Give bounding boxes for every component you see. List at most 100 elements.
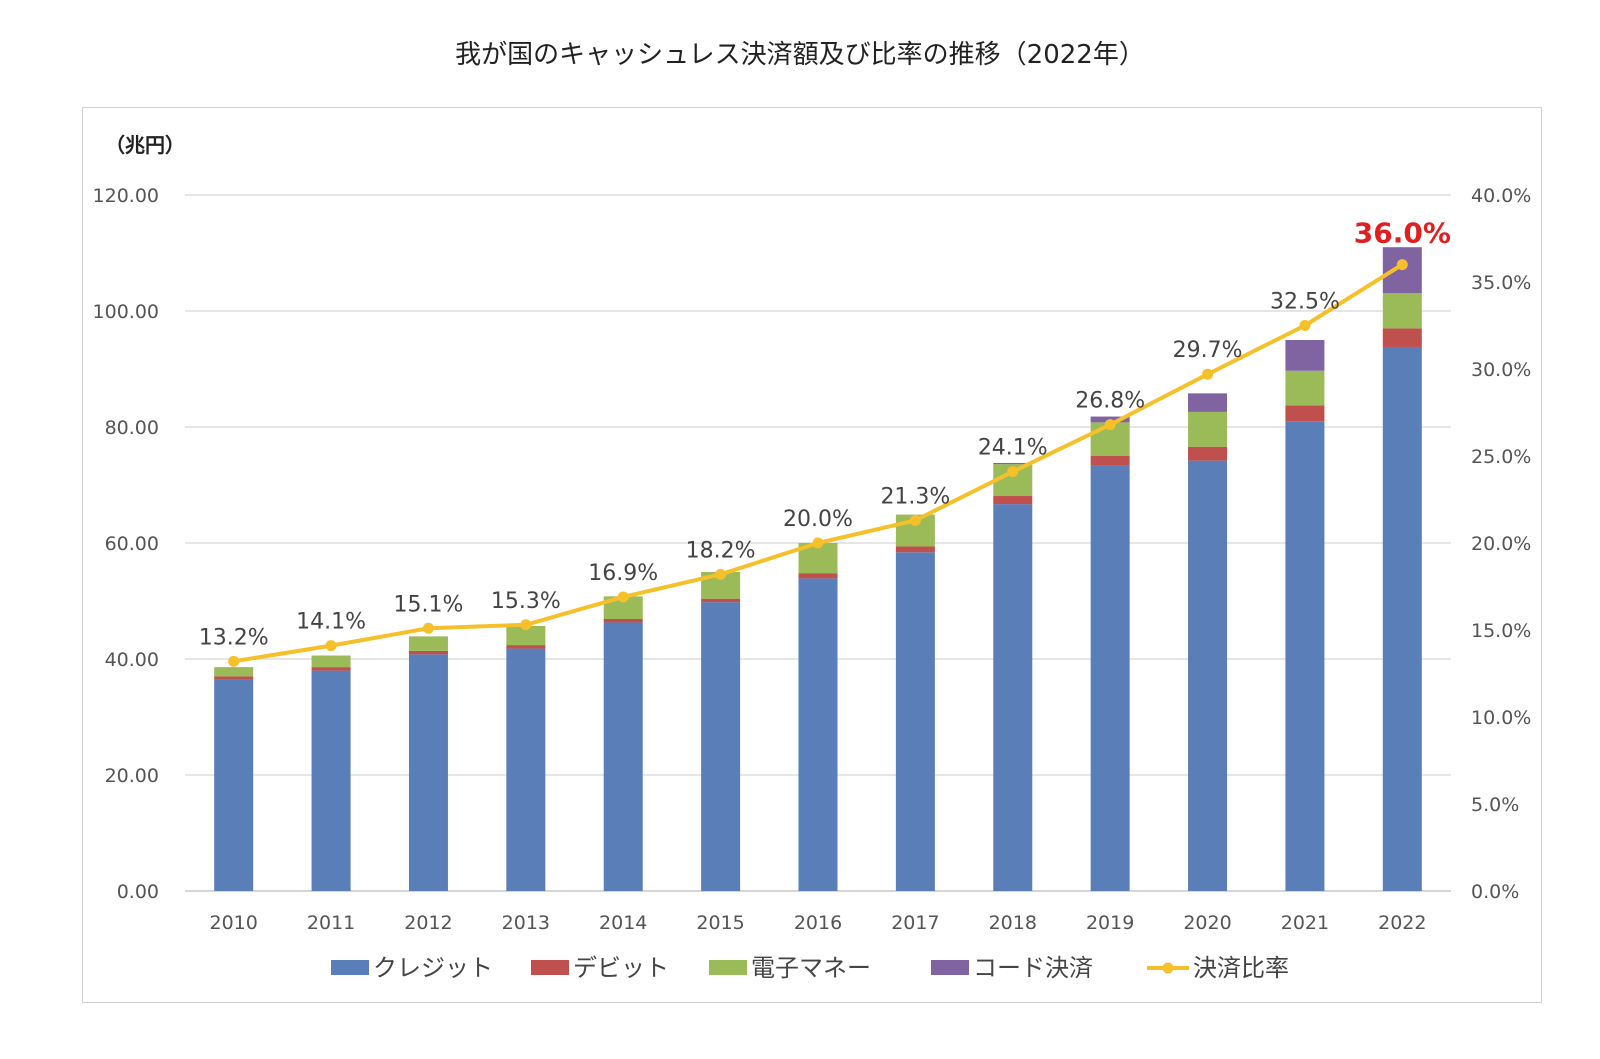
ratio-point	[228, 655, 240, 667]
y-tick-label: 100.00	[93, 301, 159, 323]
x-tick-label: 2019	[1086, 912, 1134, 934]
ratio-point	[325, 640, 337, 652]
ratio-point	[617, 591, 629, 603]
y-tick-label: 0.00	[117, 881, 159, 903]
ratio-data-label: 20.0%	[783, 507, 853, 532]
ratio-line: 13.2% 14.1% 15.1% 15.3% 16.9% 18.2% 20.0% 21.3%…	[199, 217, 1451, 667]
bar-segment-1	[214, 676, 254, 680]
ratio-data-label: 24.1%	[978, 436, 1048, 461]
ratio-data-label: 26.8%	[1075, 389, 1145, 414]
y2-tick-label: 25.0%	[1471, 446, 1531, 468]
bar-segment-0	[993, 504, 1033, 891]
y-tick-label: 80.00	[105, 417, 159, 439]
bar-segment-3	[1285, 340, 1325, 371]
legend-label: クレジット	[373, 954, 493, 982]
bar-segment-2	[214, 667, 254, 677]
bar-segment-1	[506, 645, 546, 649]
bar-segment-1	[408, 650, 448, 655]
y2-tick-label: 5.0%	[1471, 794, 1519, 816]
ratio-point	[812, 537, 824, 549]
ratio-point	[715, 568, 727, 580]
legend-swatch	[331, 960, 369, 975]
x-tick-label: 2022	[1378, 912, 1426, 934]
bar-segment-2	[1382, 293, 1422, 329]
ratio-data-label: 15.1%	[394, 592, 464, 617]
bar-segment-0	[506, 648, 546, 891]
bar-segment-1	[1188, 446, 1228, 461]
ratio-data-label: 18.2%	[686, 538, 756, 563]
bar-segment-1	[1382, 328, 1422, 347]
bar-segment-1	[895, 546, 935, 553]
x-tick-label: 2012	[404, 912, 452, 934]
legend-label: コード決済	[973, 954, 1093, 982]
ratio-data-label: 16.9%	[588, 561, 658, 586]
bar-segment-0	[798, 578, 838, 891]
y-tick-label: 40.00	[105, 649, 159, 671]
bar-segment-1	[798, 573, 838, 579]
bar-segment-1	[603, 618, 643, 623]
chart-frame: 0.00 20.00 40.00 60.00 80.00 100.00 120.00 0.0…	[82, 107, 1542, 1003]
bar-segment-2	[1285, 370, 1325, 406]
bar-segment-0	[1090, 465, 1130, 891]
ratio-point	[1299, 320, 1311, 331]
y2-tick-label: 10.0%	[1471, 707, 1531, 729]
y2-tick-label: 35.0%	[1471, 272, 1531, 294]
y2-tick-label: 40.0%	[1471, 185, 1531, 207]
bar-segment-2	[1188, 411, 1228, 447]
legend-label: 電子マネー	[751, 954, 871, 982]
bar-stacks	[214, 247, 1422, 891]
x-tick-label: 2021	[1281, 912, 1329, 934]
x-tick-label: 2014	[599, 912, 647, 934]
cashless-chart: 0.00 20.00 40.00 60.00 80.00 100.00 120.00 0.0…	[93, 133, 1532, 982]
y-axis-unit-label: （兆円）	[105, 133, 185, 157]
legend-label: デビット	[573, 954, 669, 982]
legend-label: 決済比率	[1193, 954, 1289, 982]
ratio-point	[1202, 368, 1214, 380]
ratio-point	[1007, 466, 1019, 478]
bar-segment-0	[214, 679, 254, 891]
bar-segment-0	[603, 622, 643, 891]
legend-swatch	[531, 960, 569, 975]
ratio-data-label: 29.7%	[1173, 338, 1243, 363]
bar-segment-3	[993, 462, 1033, 465]
ratio-data-label: 15.3%	[491, 589, 561, 614]
ratio-data-label: 13.2%	[199, 625, 269, 650]
legend: クレジット デビット 電子マネー コード決済 決済比率	[331, 954, 1289, 982]
legend-marker	[1162, 962, 1174, 974]
y2-tick-label: 15.0%	[1471, 620, 1531, 642]
x-tick-label: 2020	[1183, 912, 1231, 934]
x-tick-label: 2011	[307, 912, 355, 934]
ratio-data-label: 36.0%	[1354, 217, 1451, 250]
x-tick-label: 2015	[696, 912, 744, 934]
page-title: 我が国のキャッシュレス決済額及び比率の推移（2022年）	[455, 40, 1145, 70]
y2-tick-label: 0.0%	[1471, 881, 1519, 903]
bar-segment-0	[701, 602, 741, 891]
y-tick-label: 20.00	[105, 765, 159, 787]
x-tick-label: 2017	[891, 912, 939, 934]
bar-segment-1	[1090, 456, 1130, 466]
bar-segment-0	[1188, 460, 1228, 891]
y2-tick-label: 20.0%	[1471, 533, 1531, 555]
x-tick-label: 2016	[794, 912, 842, 934]
bar-segment-0	[408, 654, 448, 891]
bar-segment-0	[895, 552, 935, 891]
bar-segment-1	[701, 598, 741, 603]
bar-segment-1	[1285, 405, 1325, 422]
bar-segment-2	[506, 625, 546, 646]
bar-segment-0	[1382, 346, 1422, 891]
ratio-point	[1396, 259, 1408, 271]
bar-segment-2	[603, 596, 643, 619]
y-tick-label: 120.00	[93, 185, 159, 207]
legend-swatch	[709, 960, 747, 975]
bar-segment-3	[1382, 247, 1422, 294]
x-tick-label: 2010	[210, 912, 258, 934]
bar-segment-3	[1188, 393, 1228, 412]
bar-segment-1	[993, 496, 1033, 505]
bar-segment-2	[311, 655, 351, 668]
bar-segment-2	[408, 636, 448, 651]
ratio-data-label: 32.5%	[1270, 290, 1340, 315]
ratio-data-label: 21.3%	[880, 484, 950, 509]
x-axis: 2010 2011 2012 2013 2014 2015 2016 2017 2018 2019…	[210, 912, 1427, 934]
legend-swatch	[931, 960, 969, 975]
y-axis-right: 0.0% 5.0% 10.0% 15.0% 20.0% 25.0% 30.0% 35.0% 40…	[1471, 185, 1531, 903]
